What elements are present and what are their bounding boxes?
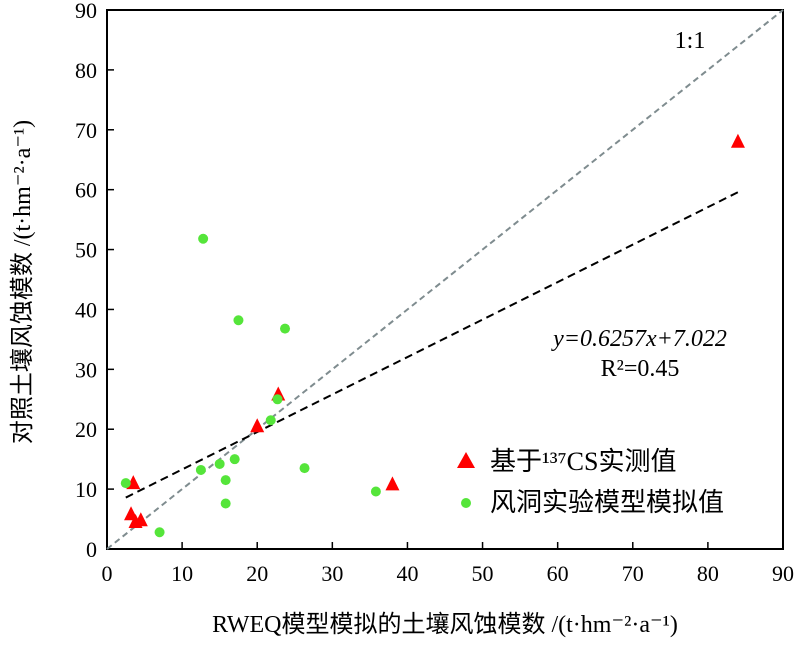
legend-label-windtunnel: 风洞实验模型模拟值 [490,488,724,517]
data-point-circle [198,233,209,244]
x-tick-label: 50 [472,561,494,586]
data-point-circle [265,415,276,426]
y-tick-label: 20 [75,417,97,442]
data-point-circle [299,463,310,474]
x-tick-label: 30 [321,561,343,586]
data-point-circle [272,394,283,405]
identity-label: 1:1 [675,28,706,54]
data-point-triangle [133,512,148,527]
x-tick-label: 70 [622,561,644,586]
y-tick-label: 90 [75,0,97,23]
data-point-circle [120,478,131,489]
y-tick-label: 70 [75,118,97,143]
y-tick-label: 0 [86,537,97,562]
x-tick-label: 10 [171,561,193,586]
x-tick-label: 80 [697,561,719,586]
regression-equation: y=0.6257x+7.022 [551,326,727,352]
y-tick-label: 60 [75,178,97,203]
x-tick-label: 90 [772,561,794,586]
plot-area [106,9,784,550]
regression-line [125,191,739,499]
y-tick-label: 30 [75,357,97,382]
data-point-circle [154,527,165,538]
data-point-circle [220,475,231,486]
y-tick-label: 80 [75,58,97,83]
data-point-triangle [385,476,400,491]
data-point-circle [214,458,225,469]
data-point-triangle [250,418,265,433]
data-points [120,133,745,538]
data-point-circle [229,454,240,465]
data-point-circle [280,323,291,334]
data-point-circle [370,486,381,497]
legend-label-measured: 基于¹³⁷CS实测值 [490,447,676,476]
x-tick-label: 40 [396,561,418,586]
data-point-circle [220,498,231,509]
legend-marker-triangle [457,452,475,468]
y-axis-ticks: 0 10 20 30 40 50 60 70 80 90 [75,0,114,562]
x-tick-label: 20 [246,561,268,586]
x-axis-title: RWEQ模型模拟的土壤风蚀模数 /(t·hm⁻²·a⁻¹) [212,611,678,638]
data-point-circle [195,464,206,475]
y-tick-label: 10 [75,477,97,502]
legend: 基于¹³⁷CS实测值 风洞实验模型模拟值 [457,447,724,517]
data-point-circle [233,315,244,326]
r-squared: R²=0.45 [601,356,680,382]
x-axis-ticks: 0 10 20 30 40 50 60 70 80 90 [102,542,794,586]
identity-line [106,9,784,550]
x-tick-label: 0 [102,561,113,586]
x-tick-label: 60 [547,561,569,586]
y-tick-label: 50 [75,238,97,263]
legend-marker-circle [461,498,471,508]
y-tick-label: 40 [75,297,97,322]
data-point-triangle [730,133,745,148]
y-axis-title: 对照土壤风蚀模数 /(t·hm⁻²·a⁻¹) [9,120,36,444]
